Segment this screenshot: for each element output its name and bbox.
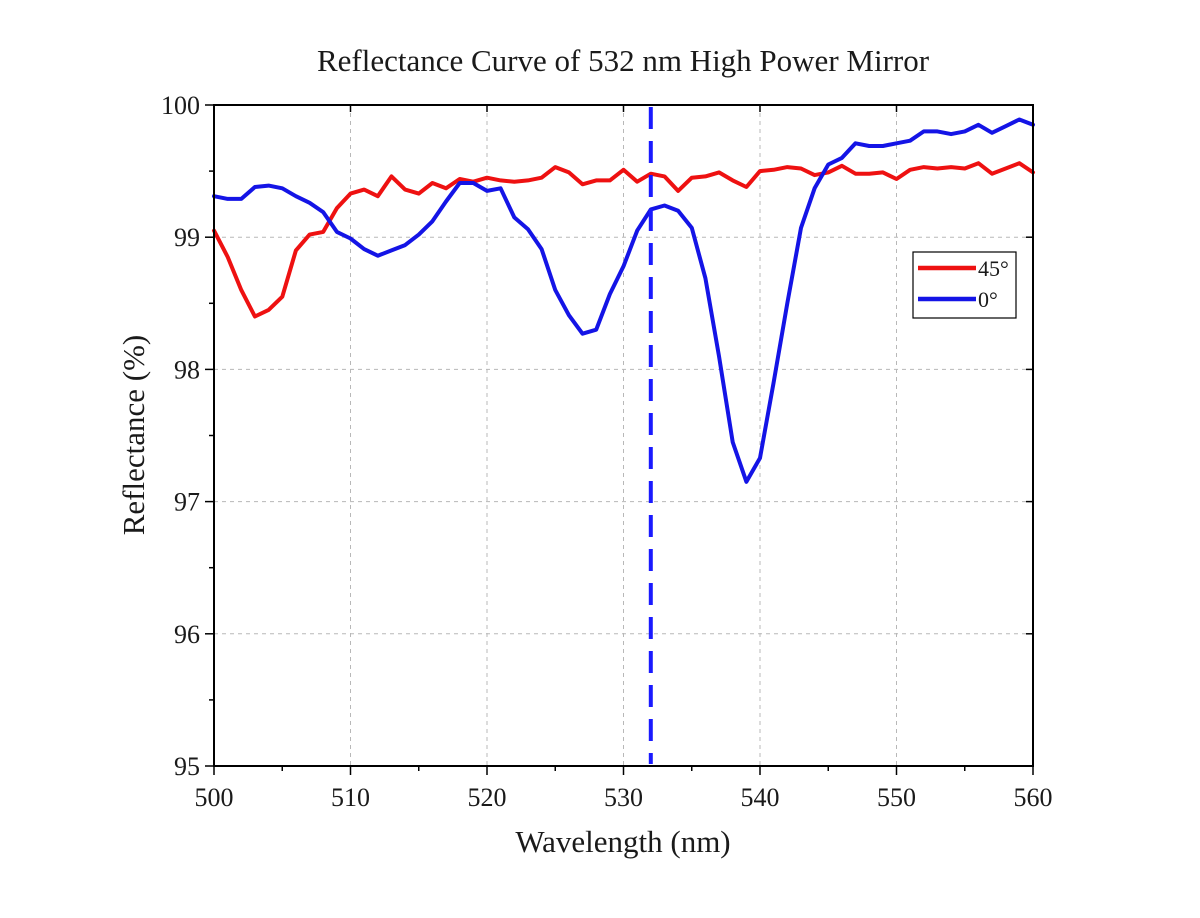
y-tick-label: 100 bbox=[161, 91, 200, 120]
x-tick-label: 510 bbox=[331, 783, 370, 812]
series-line-1 bbox=[212, 117, 1035, 484]
x-tick-label: 520 bbox=[468, 783, 507, 812]
tick-layer: 500 510 520 530 540 550 560 95 96 97 98 99 100 bbox=[161, 91, 1053, 812]
x-axis-label: Wavelength (nm) bbox=[515, 824, 730, 859]
y-tick-label: 95 bbox=[174, 752, 200, 781]
y-tick-label: 98 bbox=[174, 355, 200, 384]
series-line-0 bbox=[212, 161, 1035, 319]
x-tick-label: 540 bbox=[741, 783, 780, 812]
chart-title: Reflectance Curve of 532 nm High Power M… bbox=[317, 43, 930, 78]
y-tick-label: 97 bbox=[174, 488, 200, 517]
legend-label-0: 0° bbox=[978, 287, 998, 312]
legend: 45° 0° bbox=[912, 251, 1017, 319]
y-axis-label: Reflectance (%) bbox=[116, 335, 151, 536]
legend-label-45: 45° bbox=[978, 256, 1009, 281]
x-tick-label: 500 bbox=[195, 783, 234, 812]
grid-layer bbox=[214, 105, 1033, 766]
y-tick-label: 96 bbox=[174, 620, 200, 649]
x-tick-label: 530 bbox=[604, 783, 643, 812]
y-tick-label: 99 bbox=[174, 223, 200, 252]
x-tick-label: 560 bbox=[1014, 783, 1053, 812]
series-layer bbox=[212, 117, 1035, 484]
legend-box bbox=[912, 251, 1017, 319]
x-tick-label: 550 bbox=[877, 783, 916, 812]
